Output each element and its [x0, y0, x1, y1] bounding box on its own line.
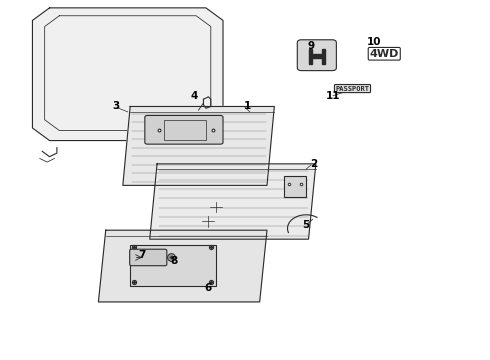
Polygon shape	[32, 8, 223, 140]
Text: 1: 1	[244, 102, 251, 112]
Text: PASSPORT: PASSPORT	[336, 86, 369, 91]
Polygon shape	[322, 49, 325, 64]
Text: 11: 11	[326, 91, 340, 101]
Text: 2: 2	[310, 159, 317, 169]
Text: 8: 8	[171, 256, 178, 266]
Polygon shape	[309, 49, 312, 64]
Text: 6: 6	[205, 283, 212, 293]
FancyBboxPatch shape	[297, 40, 336, 71]
FancyBboxPatch shape	[145, 116, 223, 144]
Bar	[164, 120, 206, 140]
Polygon shape	[98, 230, 267, 302]
Text: 4WD: 4WD	[369, 49, 399, 59]
Text: 3: 3	[112, 102, 119, 112]
Text: 5: 5	[302, 220, 310, 230]
Polygon shape	[312, 54, 322, 58]
Text: 7: 7	[139, 250, 146, 260]
Text: 10: 10	[367, 37, 382, 47]
Text: 9: 9	[307, 41, 315, 50]
Polygon shape	[123, 107, 274, 185]
FancyBboxPatch shape	[130, 249, 167, 266]
Text: 4: 4	[190, 91, 197, 101]
Bar	[130, 244, 216, 286]
Polygon shape	[150, 164, 316, 239]
Bar	[284, 176, 306, 197]
